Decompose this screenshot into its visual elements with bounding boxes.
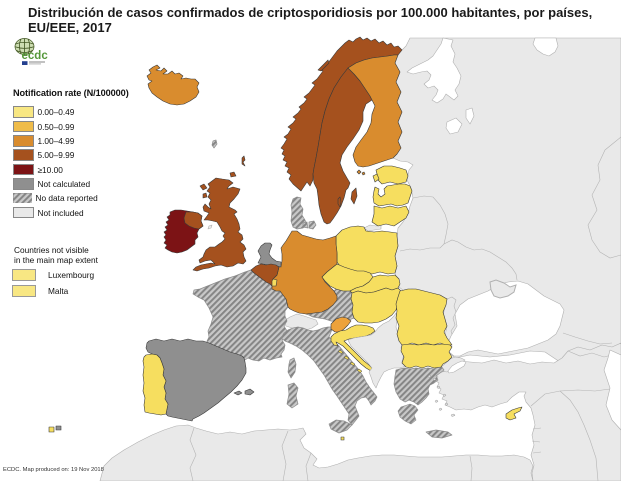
svg-text:ecdc: ecdc xyxy=(22,50,49,62)
